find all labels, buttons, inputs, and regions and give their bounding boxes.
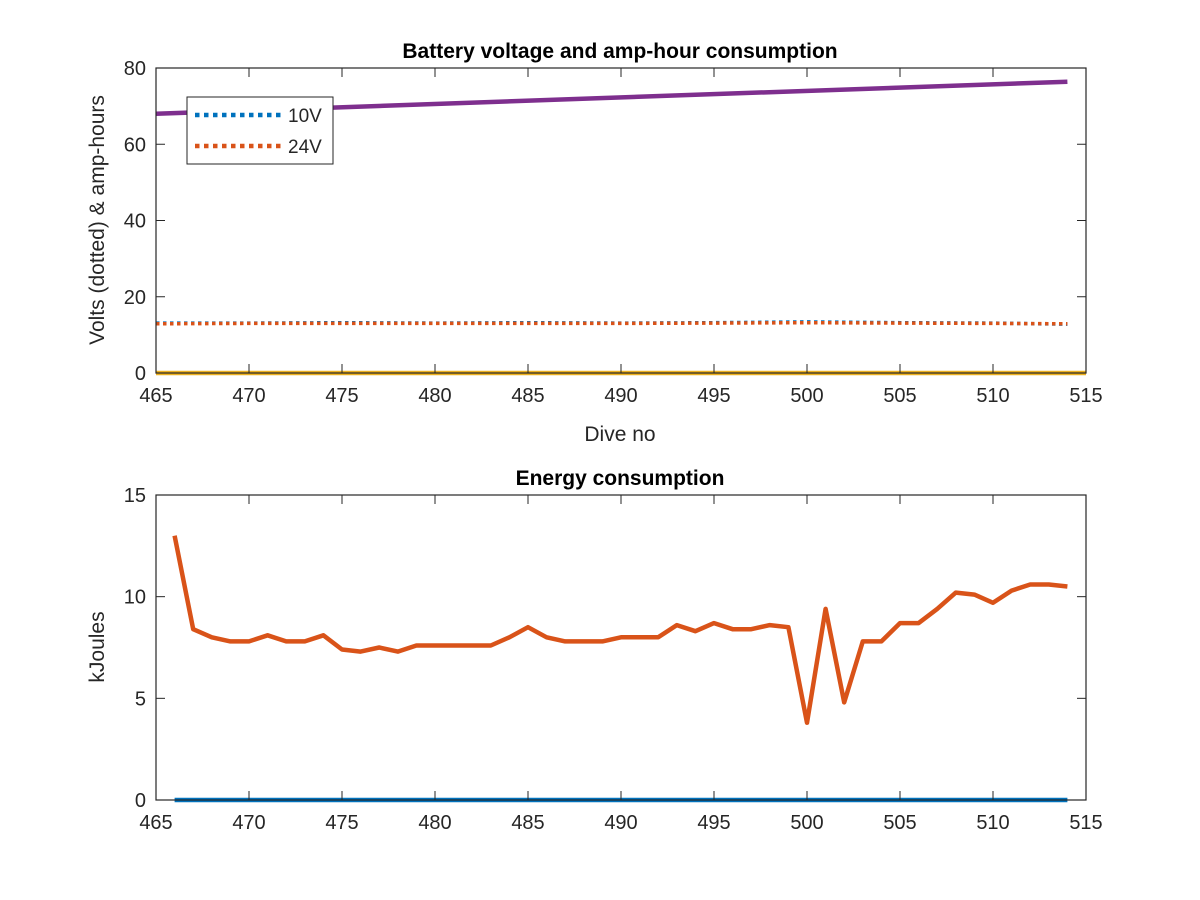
x-tick-label: 490: [604, 812, 637, 834]
x-tick-label: 475: [325, 812, 358, 834]
x-tick-label: 500: [790, 385, 823, 407]
x-tick-label: 515: [1069, 385, 1102, 407]
chart-title: Energy consumption: [516, 467, 725, 490]
y-axis-label: Volts (dotted) & amp-hours: [86, 95, 109, 345]
legend: 10V 24V: [186, 96, 334, 165]
y-axis-ticks: 0 20 40 60 80: [124, 58, 1086, 385]
y-axis-label: kJoules: [86, 611, 109, 682]
y-tick-label: 0: [135, 790, 146, 812]
x-tick-label: 500: [790, 812, 823, 834]
y-tick-label: 60: [124, 134, 146, 156]
chart-title: Battery voltage and amp-hour consumption: [402, 40, 837, 63]
x-tick-label: 470: [232, 812, 265, 834]
energy-chart: Energy consumption 465 470 475 480 485 490 495…: [86, 467, 1103, 834]
x-tick-label: 485: [511, 812, 544, 834]
x-tick-label: 505: [883, 812, 916, 834]
y-tick-label: 80: [124, 58, 146, 80]
x-tick-label: 465: [139, 812, 172, 834]
voltage-amphour-chart: Battery voltage and amp-hour consumption…: [86, 40, 1103, 446]
x-tick-label: 475: [325, 385, 358, 407]
x-tick-label: 470: [232, 385, 265, 407]
x-tick-label: 495: [697, 385, 730, 407]
y-tick-label: 0: [135, 363, 146, 385]
y-tick-label: 15: [124, 485, 146, 507]
series-24v-line: [156, 320, 1068, 326]
y-tick-label: 20: [124, 287, 146, 309]
x-axis-label: Dive no: [584, 423, 655, 446]
x-tick-label: 465: [139, 385, 172, 407]
legend-box: [186, 96, 334, 165]
x-tick-label: 480: [418, 812, 451, 834]
x-tick-label: 510: [976, 385, 1009, 407]
x-tick-label: 510: [976, 812, 1009, 834]
x-tick-label: 490: [604, 385, 637, 407]
legend-label-10v: 10V: [288, 106, 322, 127]
x-tick-label: 480: [418, 385, 451, 407]
y-axis-ticks: 0 5 10 15: [124, 485, 1086, 812]
x-axis-ticks: 465 470 475 480 485 490 495 500 505 510 515: [139, 68, 1103, 407]
x-axis-ticks: 465 470 475 480 485 490 495 500 505 510 515: [139, 495, 1103, 834]
y-tick-label: 40: [124, 211, 146, 233]
x-tick-label: 485: [511, 385, 544, 407]
x-tick-label: 495: [697, 812, 730, 834]
y-tick-label: 5: [135, 688, 146, 710]
series-energy-line: [172, 535, 1068, 725]
x-tick-label: 515: [1069, 812, 1102, 834]
y-tick-label: 10: [124, 587, 146, 609]
legend-label-24v: 24V: [288, 137, 322, 158]
x-tick-label: 505: [883, 385, 916, 407]
